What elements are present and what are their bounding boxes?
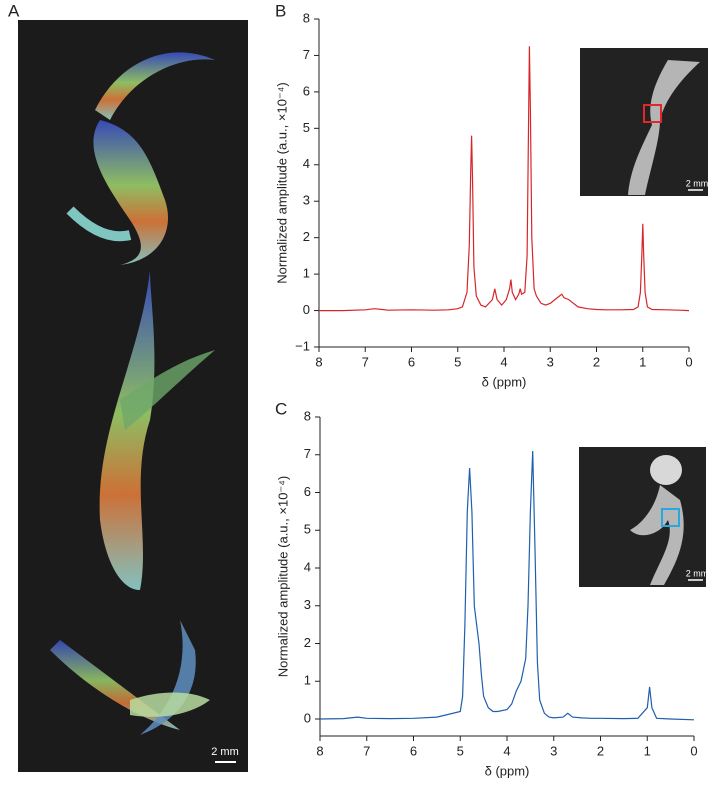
x-tick-label: 8 — [315, 354, 322, 369]
panel-label: A — [8, 1, 20, 20]
spectrum-line — [319, 46, 690, 312]
x-tick-label: 7 — [363, 743, 370, 758]
x-tick-label: 6 — [408, 354, 415, 369]
y-tick-label: 3 — [304, 597, 311, 612]
y-tick-label: 2 — [304, 635, 311, 650]
x-tick-label: 6 — [410, 743, 417, 758]
y-tick-label: 7 — [303, 47, 310, 62]
x-tick-label: 7 — [362, 354, 369, 369]
x-tick-label: 5 — [457, 743, 464, 758]
x-tick-label: 4 — [500, 354, 507, 369]
y-tick-label: 3 — [303, 193, 310, 208]
y-tick-label: 1 — [304, 673, 311, 688]
inset-scale-label: 2 mm — [686, 568, 709, 578]
inset-scale-label: 2 mm — [686, 178, 709, 188]
x-tick-label: 4 — [503, 743, 510, 758]
y-tick-label: 8 — [304, 408, 311, 423]
x-tick-label: 0 — [685, 354, 692, 369]
panel-label: C — [275, 399, 287, 418]
y-tick-label: 4 — [304, 559, 311, 574]
y-tick-label: 6 — [303, 83, 310, 98]
x-tick-label: 0 — [690, 743, 697, 758]
y-tick-label: 5 — [303, 120, 310, 135]
panel-label: B — [275, 1, 286, 20]
x-axis-label: δ (ppm) — [485, 763, 530, 778]
inset-image — [580, 48, 708, 196]
x-tick-label: 1 — [644, 743, 651, 758]
x-tick-label: 8 — [316, 743, 323, 758]
specimen-image — [18, 20, 248, 772]
x-tick-label: 5 — [454, 354, 461, 369]
y-tick-label: 6 — [304, 484, 311, 499]
x-tick-label: 2 — [593, 354, 600, 369]
x-tick-label: 3 — [547, 354, 554, 369]
y-tick-label: −1 — [295, 338, 310, 353]
x-axis-label: δ (ppm) — [482, 374, 527, 389]
y-tick-label: 5 — [304, 522, 311, 537]
scale-bar-label: 2 mm — [211, 746, 239, 758]
y-tick-label: 0 — [304, 710, 311, 725]
y-tick-label: 4 — [303, 156, 310, 171]
y-tick-label: 2 — [303, 229, 310, 244]
x-tick-label: 2 — [597, 743, 604, 758]
y-tick-label: 8 — [303, 10, 310, 25]
y-axis-label: Normalized amplitude (a.u., ×10⁻⁴) — [275, 476, 290, 677]
y-tick-label: 7 — [304, 446, 311, 461]
x-tick-label: 3 — [550, 743, 557, 758]
spectrum-line — [319, 450, 695, 721]
y-axis-label: Normalized amplitude (a.u., ×10⁻⁴) — [274, 82, 289, 283]
x-tick-label: 1 — [639, 354, 646, 369]
y-tick-label: 0 — [303, 302, 310, 317]
inset-image — [579, 447, 706, 587]
y-tick-label: 1 — [303, 266, 310, 281]
